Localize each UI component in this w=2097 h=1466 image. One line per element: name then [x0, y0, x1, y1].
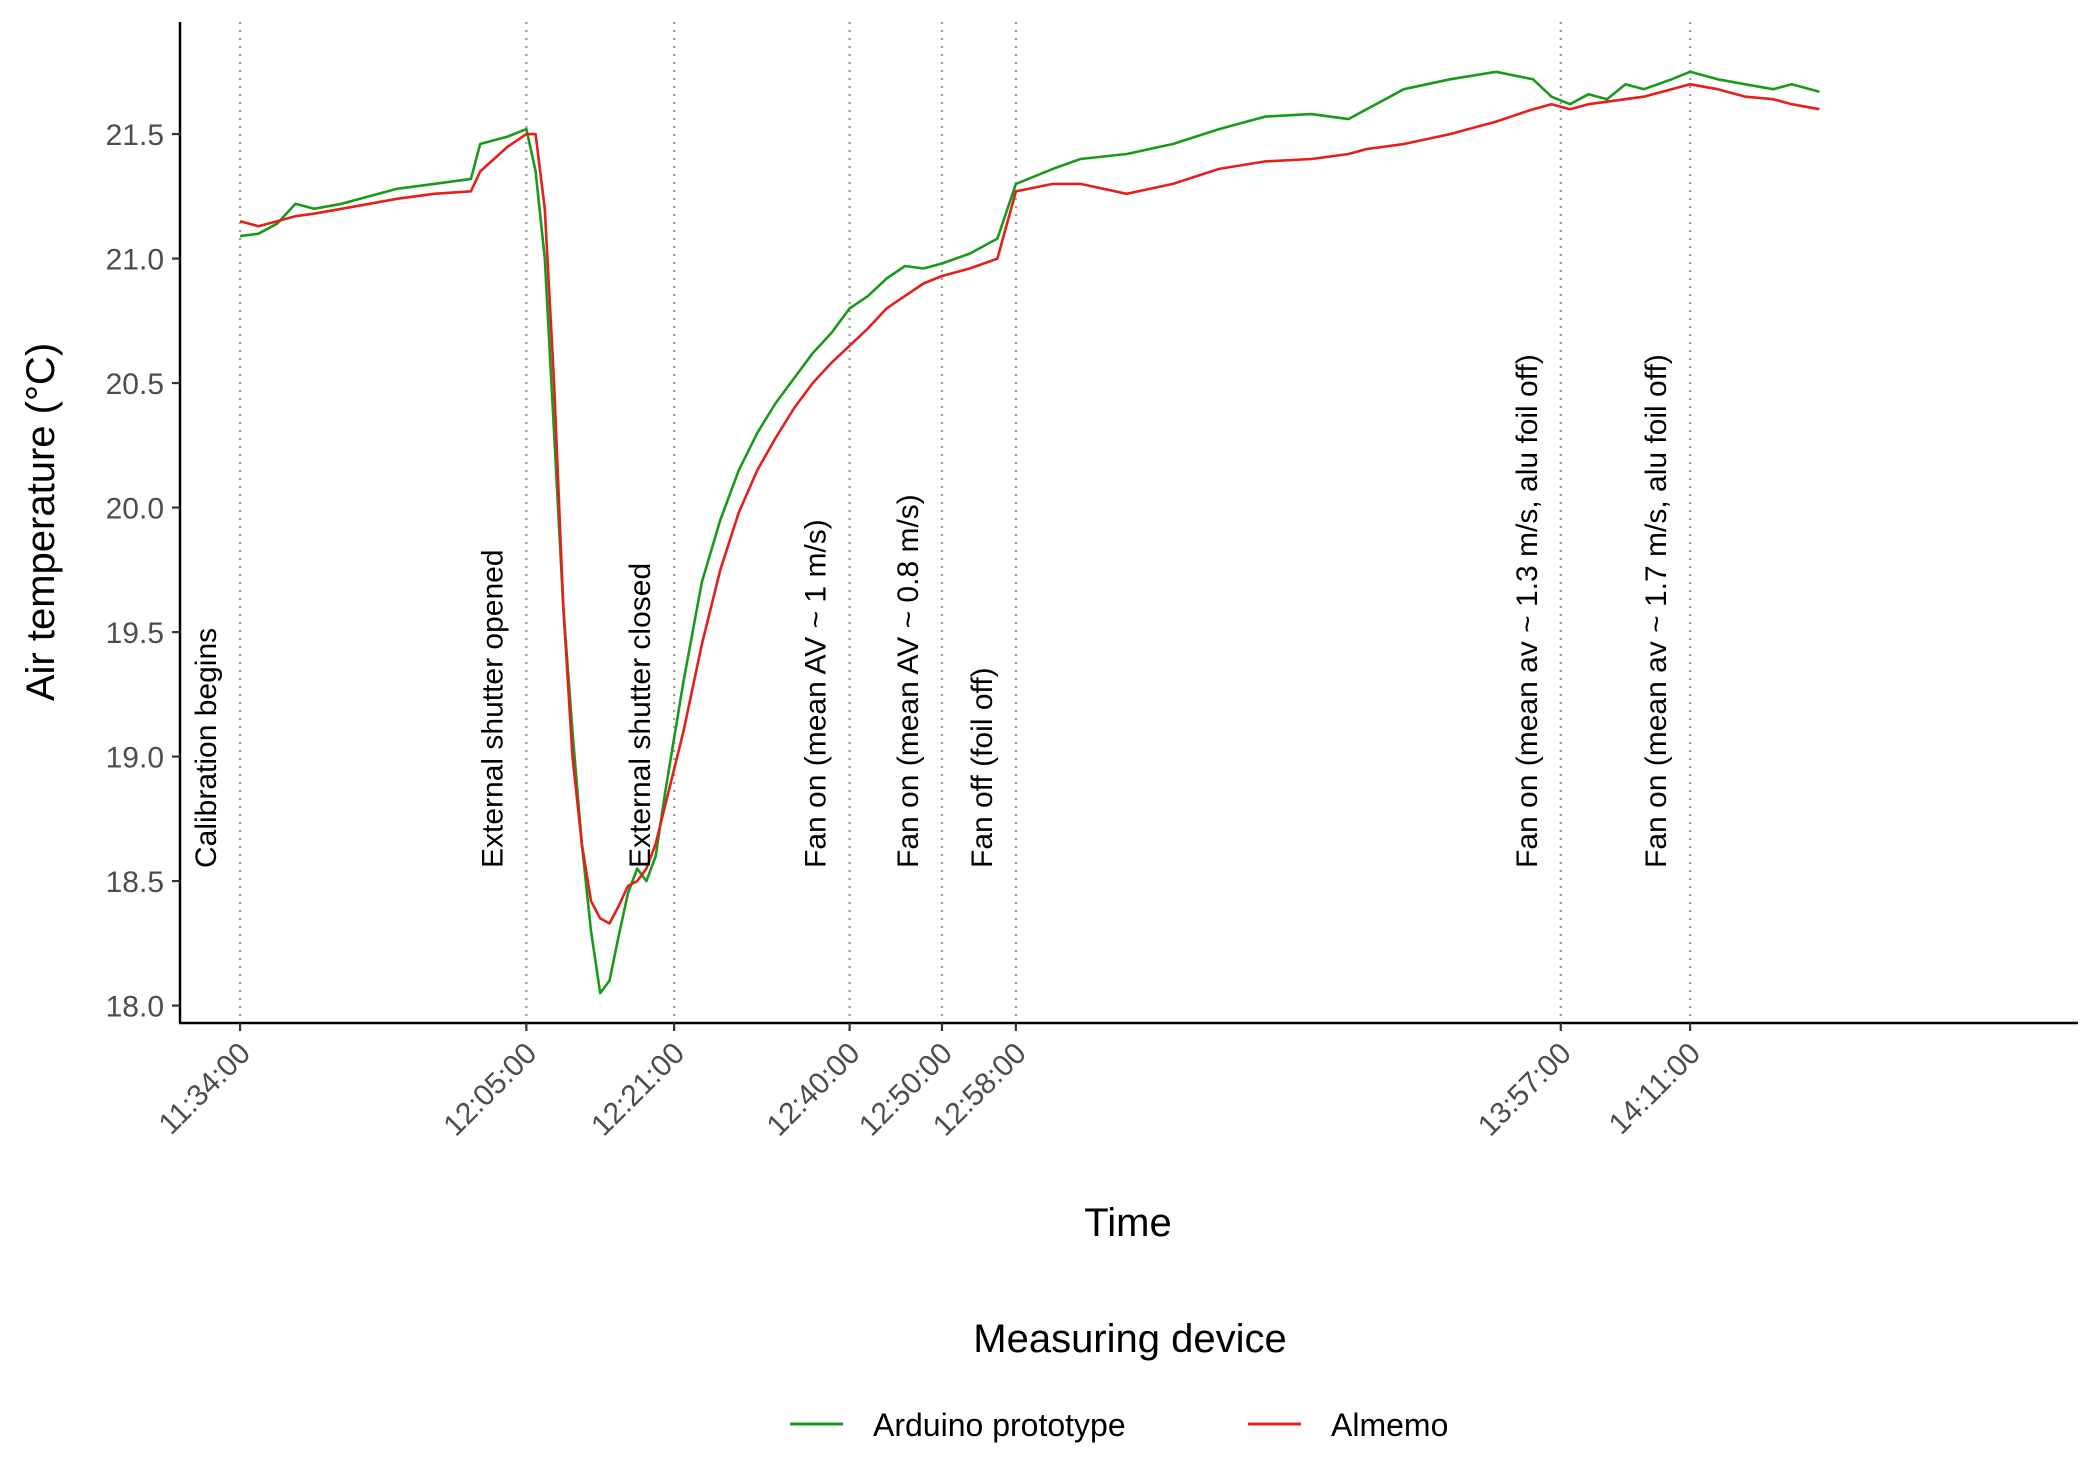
y-tick-label: 18.0: [106, 991, 164, 1024]
x-axis-title: Time: [1084, 1201, 1171, 1245]
event-label-3: Fan on (mean AV ~ 1 m/s): [800, 519, 833, 868]
x-tick-label: 13:57:00: [1472, 1037, 1578, 1143]
event-label-6: Fan on (mean av ~ 1.3 m/s, alu foil off): [1511, 354, 1544, 868]
legend-title: Measuring device: [973, 1317, 1287, 1361]
legend: Measuring device Arduino prototype Almem…: [790, 1317, 1448, 1443]
event-label-7: Fan on (mean av ~ 1.7 m/s, alu foil off): [1640, 354, 1673, 868]
series-line-almemo: [239, 83, 1820, 925]
series-lines: [239, 70, 1820, 995]
y-tick-label: 19.5: [106, 617, 164, 650]
event-label-4: Fan on (mean AV ~ 0.8 m/s): [892, 494, 925, 868]
y-ticks: 18.0 18.5 19.0 19.5 20.0 20.5 21.0 21.5: [106, 119, 180, 1024]
y-tick-label: 21.0: [106, 244, 164, 277]
x-ticks: 11:34:00 12:05:00 12:21:00 12:40:0012:50:00…: [153, 1023, 1707, 1143]
y-axis-title: Air temperature (°C): [19, 343, 63, 701]
x-tick-label: 11:34:00: [153, 1037, 257, 1141]
event-annotations: Calibration begins External shutter opene…: [190, 354, 1673, 868]
event-lines: [238, 22, 1692, 1023]
y-tick-label: 20.0: [106, 493, 164, 526]
x-tick-label: 14:11:00: [1603, 1037, 1707, 1141]
y-tick-label: 20.5: [106, 368, 164, 401]
legend-label-almemo: Almemo: [1331, 1407, 1448, 1443]
event-label-5: Fan off (foil off): [966, 667, 999, 868]
y-tick-label: 18.5: [106, 866, 164, 899]
legend-label-arduino: Arduino prototype: [873, 1407, 1126, 1443]
series-line-arduino-prototype: [239, 70, 1820, 995]
x-tick-label: 12:21:00: [585, 1037, 691, 1143]
x-tick-label: 12:05:00: [437, 1037, 543, 1143]
event-label-1: External shutter opened: [476, 549, 509, 868]
y-tick-label: 21.5: [106, 119, 164, 152]
x-tick-label: 12:40:00: [761, 1037, 867, 1143]
event-label-0: Calibration begins: [190, 628, 223, 868]
axes: [178, 22, 2078, 1025]
event-label-2: External shutter closed: [624, 563, 657, 868]
y-tick-label: 19.0: [106, 742, 164, 775]
